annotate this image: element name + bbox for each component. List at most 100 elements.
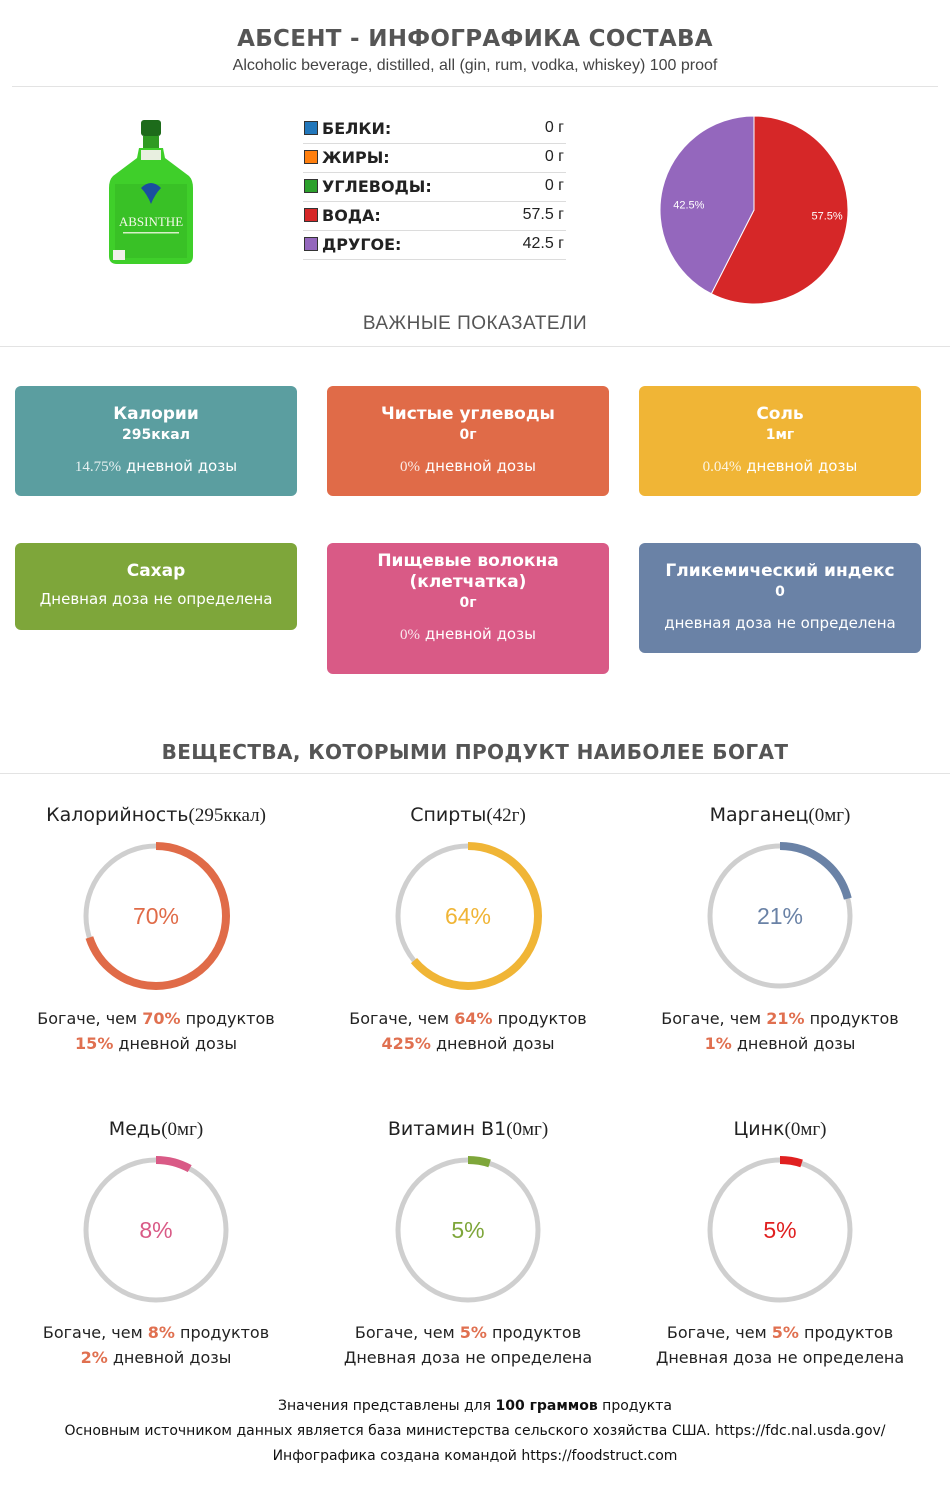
gauge-name: Медь xyxy=(108,1118,162,1140)
macro-value: 42.5 г xyxy=(522,235,564,252)
daily-text: дневной дозы xyxy=(113,1034,237,1053)
card-daily-text: дневной дозы xyxy=(741,457,858,475)
section-heading-key-indicators: ВАЖНЫЕ ПОКАЗАТЕЛИ xyxy=(362,313,588,334)
card-daily: Дневная доза не определена xyxy=(15,590,297,608)
indicator-card: Сахар Дневная доза не определена xyxy=(15,543,297,630)
card-daily-percent: 0% xyxy=(400,459,421,475)
gauge-amount: (0мг) xyxy=(161,1119,204,1140)
macro-value: 0 г xyxy=(544,119,564,136)
richer-line: Богаче, чем 70% продуктов xyxy=(0,1009,312,1028)
absinthe-bottle-image: ABSINTHE xyxy=(109,120,193,264)
card-daily-percent: 0.04% xyxy=(702,459,742,475)
macro-row: ДРУГОЕ: 42.5 г xyxy=(303,232,566,260)
card-title: Чистые углеводы xyxy=(381,404,555,424)
richer-text: Богаче, чем xyxy=(661,1009,767,1028)
bottle-label: ABSINTHE xyxy=(119,214,183,229)
richer-text: Богаче, чем xyxy=(37,1009,143,1028)
macro-label: ВОДА: xyxy=(322,206,381,225)
page-title: АБСЕНТ - ИНФОГРАФИКА СОСТАВА xyxy=(237,26,713,52)
macro-value: 0 г xyxy=(544,177,564,194)
gauge-percent: 8% xyxy=(139,1217,172,1243)
daily-text: Дневная доза не определена xyxy=(343,1348,593,1367)
gauge-arc xyxy=(82,1156,230,1304)
pie-label: 42.5% xyxy=(673,200,704,212)
gauge-percent: 64% xyxy=(445,903,491,929)
footer-credit: Инфографика создана командой https://foo… xyxy=(272,1448,678,1464)
daily-line: 1% дневной дозы xyxy=(624,1034,936,1053)
macro-label: ДРУГОЕ: xyxy=(322,235,402,254)
gauge-ring: 64% xyxy=(394,842,542,990)
richer-text: Богаче, чем xyxy=(666,1323,772,1342)
gauge-title: Медь(0мг) xyxy=(0,1118,312,1144)
gauge-amount: (0мг) xyxy=(808,805,851,826)
indicator-card: Чистые углеводы 0г 0% дневной дозы xyxy=(327,386,609,496)
richer-text: продуктов xyxy=(798,1323,894,1342)
gauge-title: Марганец(0мг) xyxy=(624,804,936,830)
card-value: 1мг xyxy=(765,427,795,443)
richer-text: Богаче, чем xyxy=(42,1323,148,1342)
gauge-title: Цинк(0мг) xyxy=(624,1118,936,1144)
daily-text: Дневная доза не определена xyxy=(655,1348,905,1367)
card-daily: 14.75% дневной дозы xyxy=(15,457,297,476)
card-daily-percent: 14.75% xyxy=(74,459,122,475)
substance-gauge: Марганец(0мг) 21% Богаче, чем 21% продукто… xyxy=(624,804,936,1053)
indicator-card: Соль 1мг 0.04% дневной дозы xyxy=(639,386,921,496)
daily-value: 1% xyxy=(704,1034,732,1053)
richer-text: продуктов xyxy=(174,1323,270,1342)
legend-swatch xyxy=(304,208,318,222)
card-value: 0г xyxy=(459,427,477,443)
card-daily-text: дневной дозы xyxy=(420,457,536,475)
gauge-amount: (295ккал) xyxy=(188,805,266,826)
card-daily-text: дневной дозы xyxy=(121,457,238,475)
richer-line: Богаче, чем 64% продуктов xyxy=(312,1009,624,1028)
macro-row: БЕЛКИ: 0 г xyxy=(303,116,566,144)
gauge-percent: 5% xyxy=(763,1217,796,1243)
gauge-name: Цинк xyxy=(733,1118,785,1140)
richer-value: 70% xyxy=(142,1009,181,1028)
gauge-ring: 21% xyxy=(706,842,854,990)
gauge-ring: 70% xyxy=(82,842,230,990)
page-subtitle: Alcoholic beverage, distilled, all (gin,… xyxy=(232,57,718,74)
gauge-name: Спирты xyxy=(410,804,487,826)
indicator-card: Калории 295ккал 14.75% дневной дозы xyxy=(15,386,297,496)
gauge-title: Спирты(42г) xyxy=(312,804,624,830)
richer-text: продуктов xyxy=(804,1009,899,1028)
macro-row: ЖИРЫ: 0 г xyxy=(303,145,566,173)
card-daily-percent: 0% xyxy=(400,627,421,643)
gauge-ring: 8% xyxy=(82,1156,230,1304)
gauge-arc xyxy=(82,842,230,990)
pie-slice xyxy=(659,115,755,295)
richer-value: 5% xyxy=(771,1323,799,1342)
richer-text: продуктов xyxy=(486,1323,582,1342)
macro-pie-chart: 57.5% 42.5% xyxy=(659,115,849,305)
richer-value: 5% xyxy=(459,1323,487,1342)
daily-line: Дневная доза не определена xyxy=(624,1348,936,1367)
card-title: Калории xyxy=(113,404,199,424)
card-daily: дневная доза не определена xyxy=(639,614,921,632)
section-heading-rich-substances: ВЕЩЕСТВА, КОТОРЫМИ ПРОДУКТ НАИБОЛЕЕ БОГА… xyxy=(161,740,789,764)
gauge-percent: 5% xyxy=(451,1217,484,1243)
divider xyxy=(0,346,950,347)
macro-value: 0 г xyxy=(544,148,564,165)
richer-line: Богаче, чем 5% продуктов xyxy=(624,1323,936,1342)
substance-gauge: Цинк(0мг) 5% Богаче, чем 5% продуктов Дневн… xyxy=(624,1118,936,1367)
daily-line: 2% дневной дозы xyxy=(0,1348,312,1367)
daily-line: 425% дневной дозы xyxy=(312,1034,624,1053)
richer-value: 21% xyxy=(766,1009,805,1028)
legend-swatch xyxy=(304,121,318,135)
card-title: Сахар xyxy=(126,561,186,581)
substance-gauge: Витамин B1(0мг) 5% Богаче, чем 5% продукто… xyxy=(312,1118,624,1367)
richer-text: Богаче, чем xyxy=(354,1323,460,1342)
indicator-card: Гликемический индекс 0 дневная доза не опр… xyxy=(639,543,921,653)
richer-line: Богаче, чем 5% продуктов xyxy=(312,1323,624,1342)
card-title: Гликемический индекс xyxy=(665,561,895,581)
gauge-amount: (0мг) xyxy=(506,1119,549,1140)
gauge-name: Витамин B1 xyxy=(387,1118,507,1140)
richer-text: Богаче, чем xyxy=(349,1009,455,1028)
richer-line: Богаче, чем 21% продуктов xyxy=(624,1009,936,1028)
gauge-arc xyxy=(706,842,854,990)
card-daily: 0.04% дневной дозы xyxy=(639,457,921,476)
gauge-percent: 21% xyxy=(757,903,803,929)
gauge-amount: (42г) xyxy=(486,805,526,826)
card-value: 295ккал xyxy=(122,427,190,443)
